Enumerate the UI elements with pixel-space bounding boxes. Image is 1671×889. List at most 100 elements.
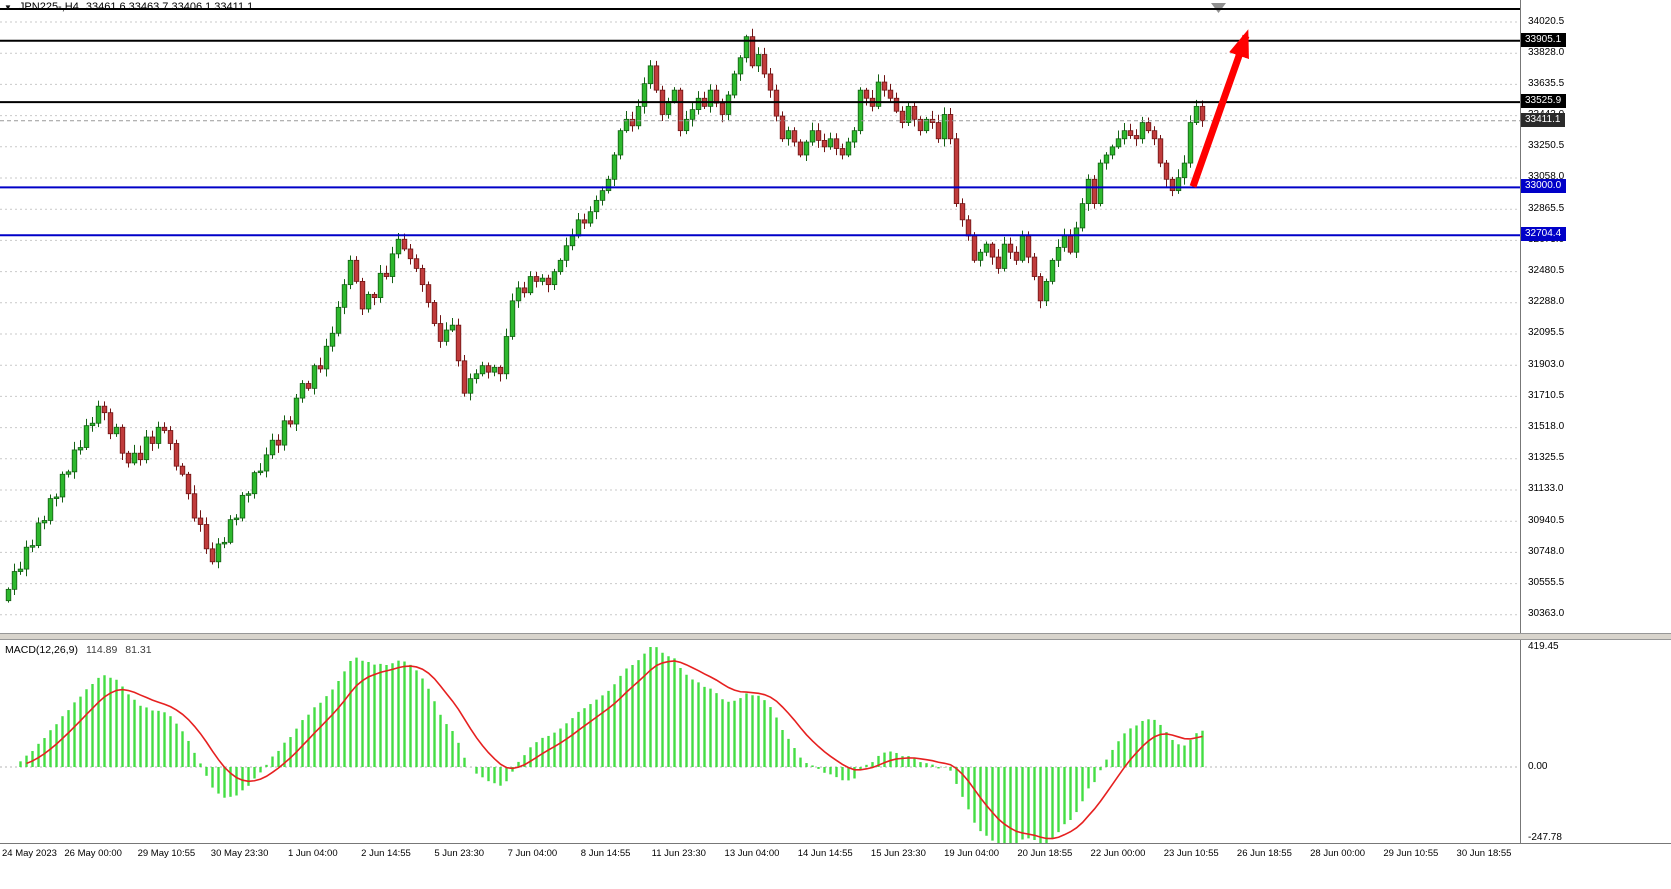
candle-body bbox=[653, 65, 660, 91]
candle-body bbox=[719, 102, 726, 115]
candle-body bbox=[167, 430, 174, 444]
candle-body bbox=[479, 365, 486, 375]
candle-body bbox=[605, 178, 612, 192]
candle-body bbox=[1103, 154, 1110, 164]
candle-body bbox=[227, 519, 234, 543]
price-axis-label: 32865.5 bbox=[1528, 202, 1565, 214]
price-axis-label: 31518.0 bbox=[1528, 421, 1565, 433]
candle-body bbox=[323, 345, 330, 370]
candle-body bbox=[1073, 227, 1080, 253]
time-axis-label: 20 Jun 18:55 bbox=[1017, 848, 1073, 859]
candle-body bbox=[17, 568, 24, 572]
chart-canvas[interactable] bbox=[0, 0, 1520, 843]
candle-body bbox=[989, 243, 996, 258]
candle-body bbox=[347, 259, 354, 286]
candle-body bbox=[53, 496, 60, 499]
candle-body bbox=[407, 248, 414, 260]
price-axis-label: 32288.0 bbox=[1528, 296, 1565, 308]
candle-body bbox=[641, 83, 648, 107]
candle-body bbox=[467, 378, 474, 394]
candle-body bbox=[113, 426, 120, 435]
candle-body bbox=[935, 122, 942, 140]
candle-body bbox=[197, 517, 204, 525]
candle-body bbox=[743, 36, 750, 59]
candle-body bbox=[383, 272, 390, 277]
candle-body bbox=[947, 114, 954, 140]
candle-body bbox=[89, 422, 96, 427]
candle-body bbox=[1121, 130, 1128, 140]
price-axis-label: 32095.5 bbox=[1528, 327, 1565, 339]
time-axis-label: 24 May 2023 bbox=[2, 848, 57, 859]
time-axis[interactable]: 24 May 2023 26 May 00:00 29 May 10:55 30 Ma… bbox=[0, 843, 1671, 889]
candle-body bbox=[179, 465, 186, 475]
time-axis-label: 7 Jun 04:00 bbox=[507, 848, 558, 859]
candle-body bbox=[431, 302, 438, 324]
candle-body bbox=[899, 110, 906, 123]
candle-body bbox=[755, 54, 762, 67]
candle-body bbox=[1199, 105, 1206, 122]
candle-body bbox=[881, 81, 888, 91]
candle-body bbox=[191, 493, 198, 519]
candle-body bbox=[203, 524, 210, 550]
candle-body bbox=[557, 259, 564, 273]
candle-body bbox=[845, 141, 852, 156]
candle-body bbox=[59, 473, 66, 498]
candle-body bbox=[1025, 235, 1032, 258]
price-axis[interactable]: 34020.533828.033635.533443.033250.533058… bbox=[1520, 0, 1671, 843]
candle-body bbox=[83, 425, 90, 448]
candle-body bbox=[551, 271, 558, 286]
candle-body bbox=[1091, 178, 1098, 205]
candle-body bbox=[287, 420, 294, 425]
time-axis-label: 11 Jun 23:30 bbox=[651, 848, 706, 859]
macd-signal-value: 81.31 bbox=[125, 644, 152, 656]
candle-body bbox=[623, 118, 630, 132]
candle-body bbox=[863, 89, 870, 99]
trend-arrow[interactable] bbox=[1189, 29, 1250, 188]
candle-body bbox=[137, 452, 144, 461]
candle-body bbox=[293, 397, 300, 425]
price-axis-label: 31133.0 bbox=[1528, 483, 1564, 495]
candle-body bbox=[1097, 162, 1104, 205]
candle-body bbox=[305, 383, 312, 389]
candle-body bbox=[29, 545, 36, 548]
time-axis-label: 5 Jun 23:30 bbox=[434, 848, 485, 859]
time-axis-label: 26 May 00:00 bbox=[64, 848, 122, 859]
time-axis-label: 8 Jun 14:55 bbox=[580, 848, 631, 859]
candle-body bbox=[983, 243, 990, 253]
candle-body bbox=[395, 238, 402, 255]
candle-body bbox=[143, 436, 150, 461]
candle-body bbox=[521, 287, 528, 294]
candle-body bbox=[1019, 235, 1026, 261]
candlestick-series bbox=[5, 28, 1206, 603]
macd-axis-label: 419.45 bbox=[1528, 640, 1559, 652]
price-axis-label: 33058.0 bbox=[1528, 171, 1565, 183]
candle-body bbox=[377, 272, 384, 299]
candle-body bbox=[809, 130, 816, 143]
candle-body bbox=[905, 105, 912, 123]
candle-body bbox=[1037, 276, 1044, 302]
candle-body bbox=[1139, 122, 1146, 140]
candle-body bbox=[131, 452, 138, 464]
candle-body bbox=[221, 541, 228, 545]
candle-body bbox=[491, 366, 498, 373]
candle-body bbox=[581, 219, 588, 224]
symbol-marker-icon: ▼ bbox=[4, 2, 12, 12]
candle-body bbox=[173, 443, 180, 467]
candle-body bbox=[215, 543, 222, 563]
time-axis-label: 30 Jun 18:55 bbox=[1456, 848, 1512, 859]
candle-body bbox=[959, 203, 966, 221]
candle-body bbox=[371, 293, 378, 299]
candle-body bbox=[629, 118, 636, 127]
candle-body bbox=[689, 109, 696, 120]
candle-body bbox=[23, 546, 30, 570]
macd-main-value: 114.89 bbox=[85, 644, 118, 656]
pane-separator[interactable] bbox=[0, 633, 1671, 640]
time-axis-label: 13 Jun 04:00 bbox=[724, 848, 780, 859]
candle-body bbox=[35, 522, 42, 546]
price-axis-label: 30555.5 bbox=[1528, 577, 1565, 589]
candle-body bbox=[1067, 235, 1074, 253]
candle-body bbox=[101, 405, 108, 414]
time-axis-label: 29 May 10:55 bbox=[137, 848, 196, 859]
candle-body bbox=[1175, 177, 1182, 192]
time-axis-label: 14 Jun 14:55 bbox=[797, 848, 853, 859]
